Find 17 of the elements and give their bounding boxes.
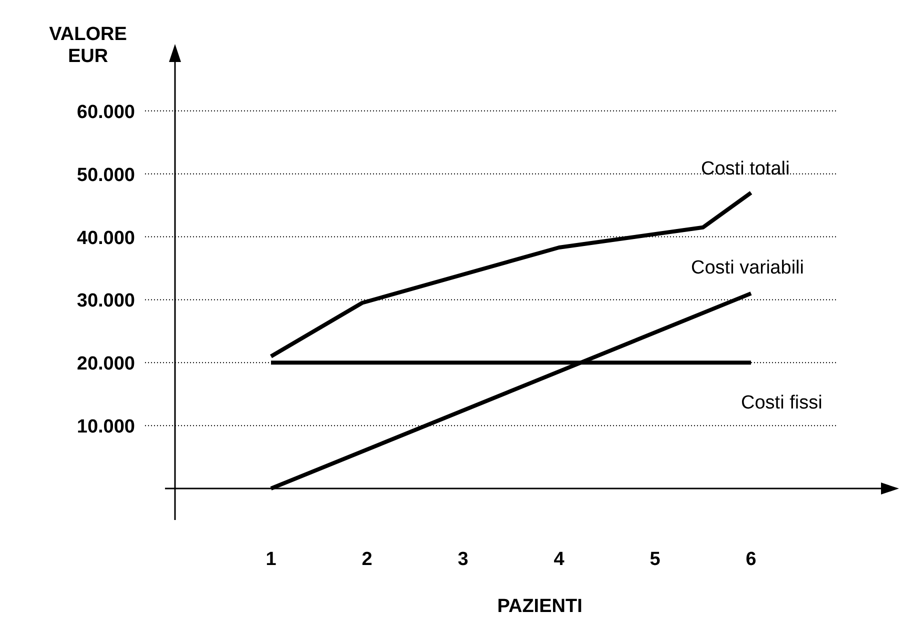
y-tick-label: 60.000 <box>76 102 135 123</box>
y-tick-label: 30.000 <box>76 290 135 312</box>
x-tick-label: 3 <box>458 549 468 570</box>
x-tick-label: 4 <box>554 549 565 570</box>
series-label: Costi fissi <box>741 392 822 414</box>
series-label: Costi totali <box>701 158 790 180</box>
x-tick-label: 6 <box>746 549 756 570</box>
x-axis-title: PAZIENTI <box>497 596 582 617</box>
y-tick-label: 20.000 <box>76 354 135 375</box>
series-label: Costi variabili <box>691 257 804 278</box>
y-tick-label: 50.000 <box>76 164 135 186</box>
y-tick-label: 40.000 <box>76 228 135 249</box>
x-tick-label: 1 <box>266 549 277 570</box>
x-tick-label: 5 <box>650 549 661 570</box>
y-tick-label: 10.000 <box>76 416 135 438</box>
x-tick-label: 2 <box>362 549 372 570</box>
y-axis-title: VALORE EUR <box>49 24 127 67</box>
